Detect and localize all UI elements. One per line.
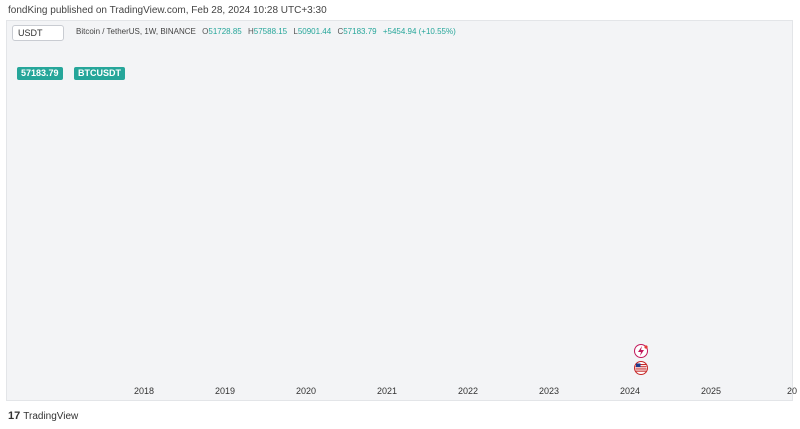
us-flag-canton <box>636 363 641 367</box>
x-tick-2: 2020 <box>296 386 316 396</box>
legend-high-value: 57588.15 <box>253 27 288 36</box>
x-tick-4: 2022 <box>458 386 478 396</box>
us-flag-stripe-0 <box>635 364 647 366</box>
us-flag-icon <box>634 361 648 375</box>
us-flag-stripe-3 <box>635 370 647 372</box>
notification-dot <box>644 345 648 349</box>
legend-close-value: 57183.79 <box>343 27 377 36</box>
us-flag-stripe-1 <box>635 366 647 368</box>
x-tick-3: 2021 <box>377 386 397 396</box>
footer-brand: TradingView <box>23 411 79 422</box>
legend-change: +5454.94 (+10.55%) <box>382 27 456 36</box>
x-tick-7: 2025 <box>701 386 721 396</box>
legend-low-value: 50901.44 <box>297 27 332 36</box>
x-tick-8: 20 <box>787 386 797 396</box>
last-price-tag: 57183.79 <box>17 67 63 80</box>
publisher-caption: fondKing published on TradingView.com, F… <box>8 5 327 16</box>
tradingview-logo-icon: 17 <box>8 410 21 422</box>
currency-unit-button[interactable]: USDT <box>12 25 64 41</box>
legend-low-label: L <box>293 27 298 36</box>
symbol-tag: BTCUSDT <box>74 67 125 80</box>
x-tick-0: 2018 <box>134 386 154 396</box>
us-flag-stripe-2 <box>635 368 647 370</box>
x-tick-6: 2024 <box>620 386 640 396</box>
chart-frame <box>6 20 793 401</box>
lightning-bolt-glyph <box>638 346 644 356</box>
legend-close-label: C <box>337 27 344 36</box>
x-tick-1: 2019 <box>215 386 235 396</box>
legend-symbol: Bitcoin / TetherUS, 1W, BINANCE <box>76 27 196 36</box>
legend-open-value: 51728.85 <box>208 27 242 36</box>
legend-high-label: H <box>247 27 254 36</box>
legend-open-label: O <box>202 27 209 36</box>
tradingview-footer[interactable]: 17 TradingView <box>8 410 78 422</box>
ohlc-legend: Bitcoin / TetherUS, 1W, BINANCE O51728.8… <box>76 27 456 36</box>
x-tick-5: 2023 <box>539 386 559 396</box>
